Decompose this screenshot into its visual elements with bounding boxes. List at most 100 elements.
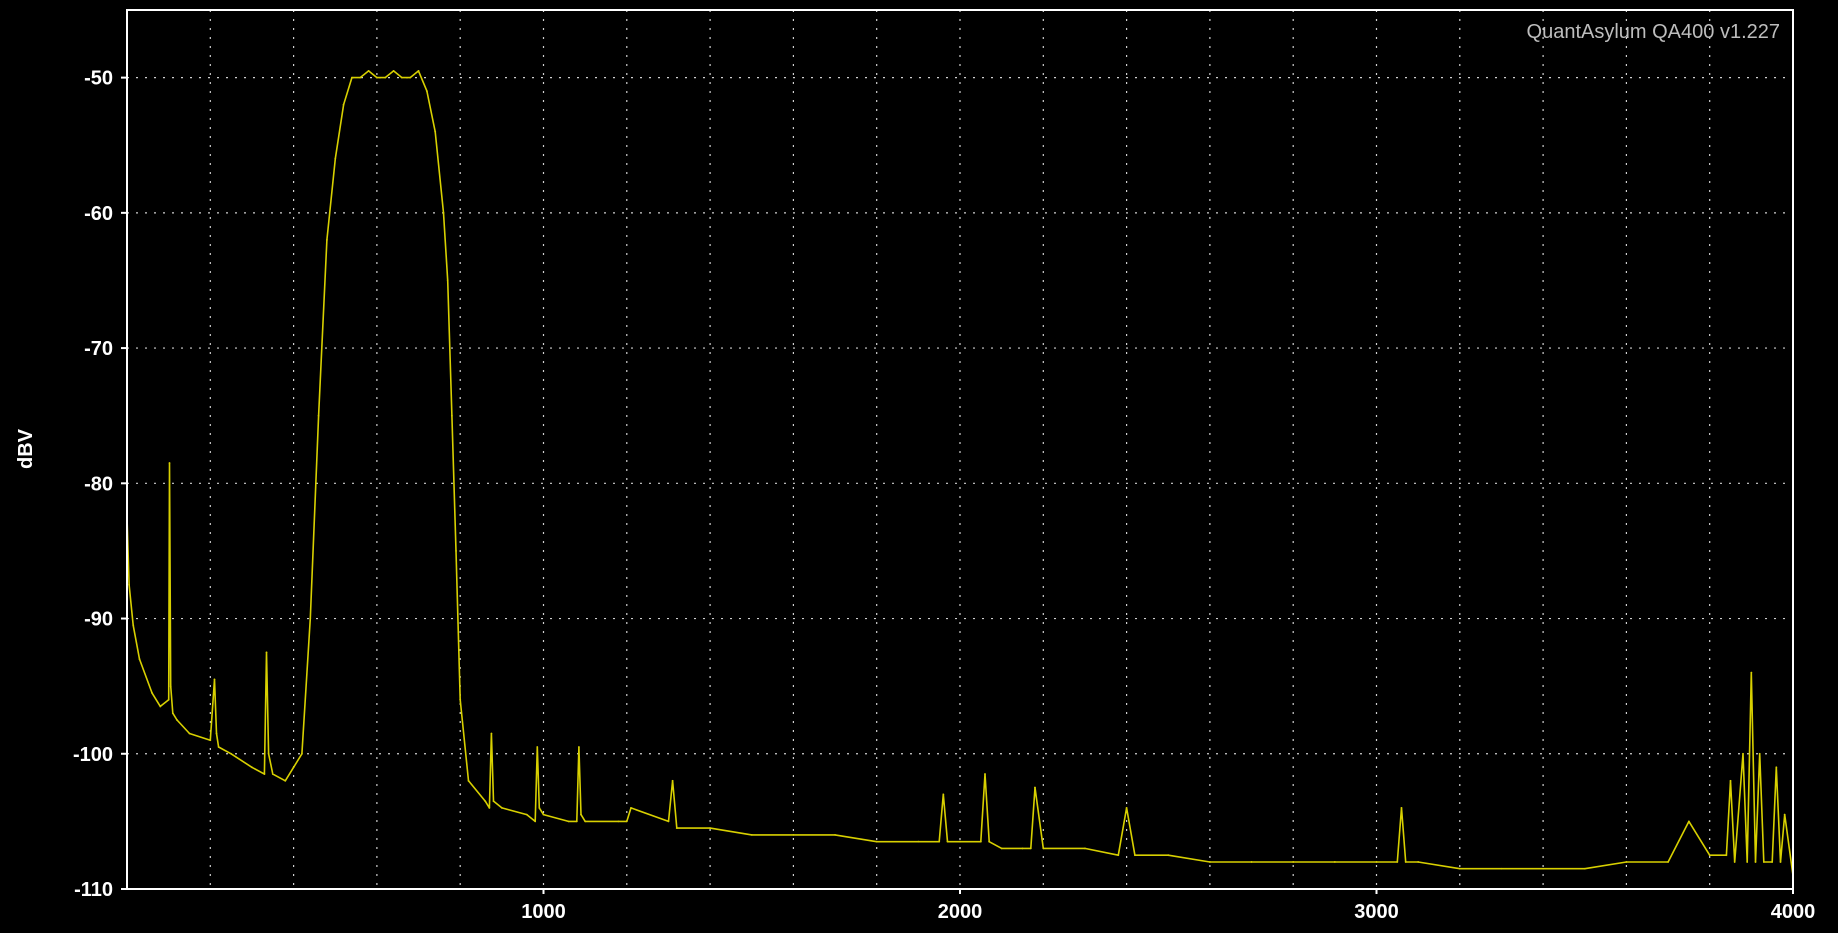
trace-point	[209, 739, 212, 742]
trace-point	[1021, 847, 1024, 850]
trace-point	[1775, 766, 1778, 769]
y-tick-label: -50	[84, 68, 113, 90]
trace-point	[1333, 861, 1336, 863]
trace-point	[1125, 806, 1128, 809]
trace-point	[442, 211, 445, 214]
y-tick-label: -60	[84, 203, 113, 225]
trace-point	[217, 746, 220, 748]
trace-point	[417, 69, 420, 72]
trace-point	[1771, 861, 1774, 863]
trace-point	[292, 766, 295, 769]
trace-point	[671, 779, 674, 782]
trace-point	[176, 719, 178, 721]
trace-point	[584, 820, 587, 823]
trace-point	[459, 698, 462, 701]
trace-point	[484, 800, 487, 802]
trace-point	[538, 806, 541, 809]
trace-point	[575, 820, 578, 823]
trace-point	[265, 651, 268, 654]
trace-point	[188, 732, 191, 735]
y-tick-label: -90	[84, 609, 113, 631]
trace-point	[1167, 854, 1170, 857]
trace-point	[376, 76, 378, 79]
trace-point	[1625, 861, 1628, 863]
trace-point	[455, 550, 457, 552]
trace-point	[1134, 854, 1136, 857]
trace-point	[359, 76, 362, 79]
trace-point	[979, 840, 982, 843]
trace-point	[213, 678, 216, 681]
trace-point	[1725, 854, 1728, 857]
trace-point	[1762, 861, 1765, 863]
x-axis-ticks: 1000 2000 3000 4000	[521, 889, 1815, 923]
trace-point	[492, 800, 495, 802]
trace-point	[1667, 861, 1669, 863]
trace-point	[750, 834, 753, 836]
trace-point	[467, 779, 470, 782]
trace-point	[625, 820, 628, 823]
x-tick-label: 1000	[521, 901, 566, 923]
trace-point	[630, 806, 632, 809]
trace-point	[500, 806, 503, 809]
trace-point	[1417, 861, 1420, 863]
trace-point	[450, 414, 453, 417]
trace-point	[284, 779, 287, 782]
trace-point	[367, 69, 370, 72]
trace-point	[1742, 752, 1744, 755]
trace-point	[1084, 847, 1086, 850]
trace-point	[309, 617, 312, 620]
trace-point	[490, 732, 493, 735]
trace-point	[159, 705, 162, 708]
trace-point	[1583, 867, 1586, 870]
y-axis-label: dBV	[15, 428, 37, 469]
trace-point	[1117, 854, 1120, 857]
trace-point	[351, 76, 353, 79]
trace-point	[1292, 861, 1295, 863]
trace-point	[263, 773, 266, 775]
spectrum-trace	[126, 70, 1794, 876]
trace-point	[168, 462, 171, 464]
trace-point	[1708, 854, 1711, 857]
trace-point	[525, 813, 528, 816]
trace-point	[534, 820, 537, 823]
trace-point	[392, 69, 395, 72]
trace-point	[1034, 786, 1036, 789]
trace-point	[1758, 752, 1761, 755]
trace-point	[1750, 671, 1753, 674]
trace-group	[126, 69, 1794, 877]
trace-point	[917, 840, 920, 843]
trace-point	[938, 840, 941, 843]
trace-point	[215, 732, 218, 735]
trace-point	[1375, 861, 1378, 863]
trace-point	[667, 820, 670, 823]
trace-point	[792, 834, 795, 836]
trace-point	[251, 766, 253, 769]
y-tick-label: -70	[84, 338, 113, 360]
trace-point	[1250, 861, 1253, 863]
trace-point	[567, 820, 570, 823]
trace-point	[1458, 867, 1461, 870]
x-tick-label: 2000	[938, 901, 983, 923]
trace-point	[709, 827, 711, 830]
trace-point	[267, 752, 270, 755]
trace-point	[1687, 820, 1690, 823]
trace-point	[138, 658, 141, 661]
trace-point	[167, 698, 170, 701]
trace-point	[132, 624, 135, 627]
trace-point	[409, 76, 412, 79]
trace-point	[326, 238, 328, 241]
trace-point	[1209, 861, 1211, 863]
y-tick-label: -100	[73, 744, 113, 766]
trace-point	[169, 685, 172, 688]
trace-point	[580, 813, 582, 816]
trace-point	[1500, 867, 1503, 870]
trace-point	[301, 752, 303, 755]
trace-point	[384, 76, 387, 79]
trace-point	[1779, 861, 1782, 863]
trace-point	[536, 746, 539, 748]
trace-point	[942, 793, 945, 796]
trace-point	[271, 773, 274, 775]
trace-point	[1029, 847, 1032, 850]
trace-point	[578, 746, 580, 748]
